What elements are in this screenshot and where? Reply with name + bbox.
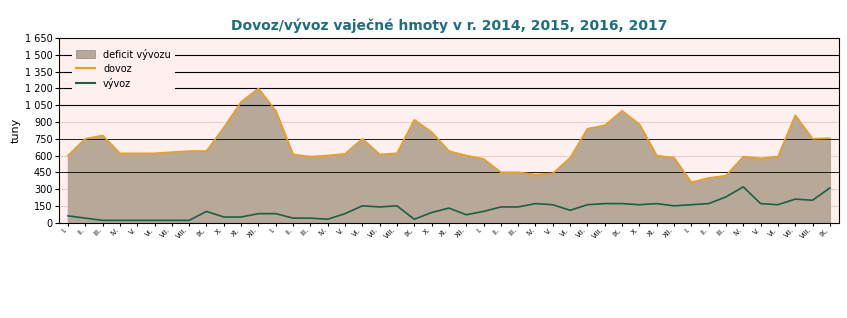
Title: Dovoz/vývoz vaječné hmoty v r. 2014, 2015, 2016, 2017: Dovoz/vývoz vaječné hmoty v r. 2014, 201…: [230, 18, 667, 33]
Legend: deficit vývozu, dovoz, vývoz: deficit vývozu, dovoz, vývoz: [72, 45, 174, 93]
Y-axis label: tuny: tuny: [10, 118, 20, 143]
